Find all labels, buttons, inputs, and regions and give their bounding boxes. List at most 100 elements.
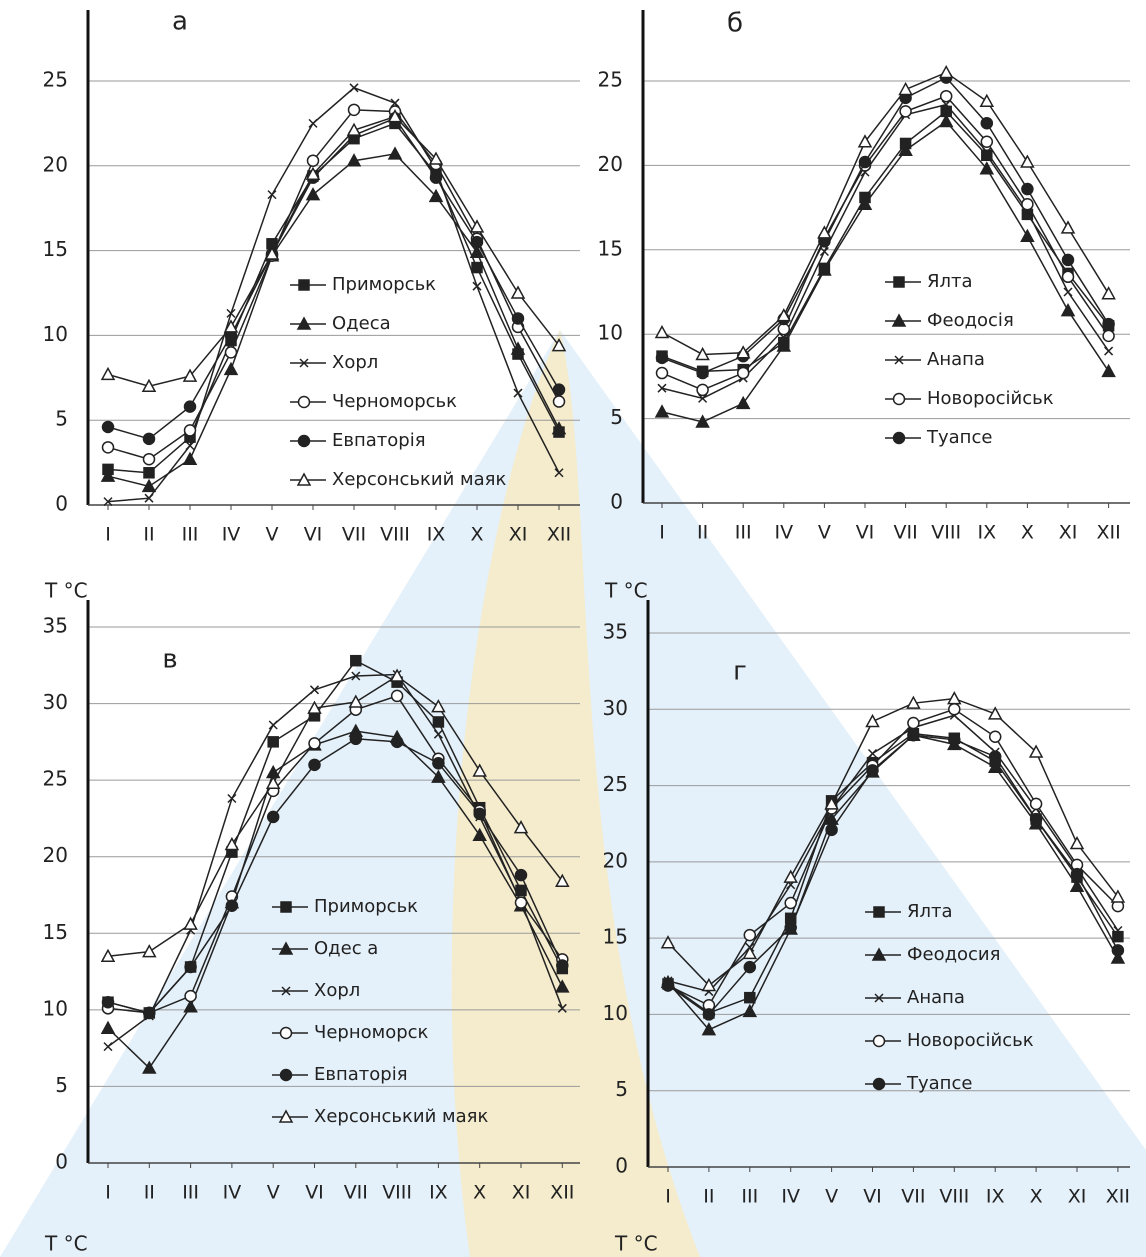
- x-tick-label: V: [267, 1182, 280, 1204]
- marker: [826, 824, 837, 835]
- x-tick-label: VI: [856, 522, 875, 544]
- legend-marker: [281, 1070, 292, 1081]
- marker: [472, 237, 483, 248]
- marker: [554, 384, 565, 395]
- marker: [311, 686, 319, 694]
- marker: [185, 425, 196, 436]
- marker: [392, 736, 403, 747]
- marker: [554, 396, 565, 407]
- marker: [309, 759, 320, 770]
- marker: [513, 313, 524, 324]
- series-line: [662, 96, 1109, 390]
- panel-title: а: [172, 7, 188, 37]
- marker: [1062, 305, 1074, 316]
- y-tick-label: 25: [603, 772, 628, 796]
- x-tick-label: VI: [305, 1182, 324, 1204]
- marker: [512, 287, 524, 298]
- marker: [744, 930, 755, 941]
- x-tick-label: XII: [1096, 522, 1120, 544]
- marker: [820, 247, 828, 255]
- marker: [516, 897, 527, 908]
- series-line: [662, 122, 1109, 422]
- marker: [1105, 347, 1113, 355]
- marker: [981, 136, 992, 147]
- x-tick-label: VIII: [380, 524, 410, 546]
- marker: [144, 433, 155, 444]
- marker: [1103, 330, 1114, 341]
- x-tick-label: XII: [1106, 1186, 1130, 1208]
- y-tick-label: 20: [43, 152, 68, 176]
- legend-label: Ялта: [907, 901, 953, 922]
- x-tick-label: IV: [774, 522, 793, 544]
- marker: [102, 368, 114, 379]
- marker: [697, 384, 708, 395]
- y-tick-label: 15: [598, 236, 623, 260]
- y-tick-label: 20: [43, 843, 68, 867]
- x-tick-label: VII: [901, 1186, 925, 1208]
- marker: [349, 104, 360, 115]
- marker: [941, 91, 952, 102]
- x-tick-label: III: [741, 1186, 758, 1208]
- panel-title: в: [162, 645, 177, 675]
- marker: [144, 1007, 155, 1018]
- marker: [1022, 184, 1033, 195]
- marker: [268, 191, 276, 199]
- x-tick-label: II: [697, 522, 708, 544]
- marker: [1103, 319, 1114, 330]
- marker: [472, 263, 482, 273]
- x-tick-label: XI: [512, 1182, 531, 1204]
- y-tick-label: 0: [55, 492, 68, 516]
- marker: [949, 704, 960, 715]
- marker: [1103, 365, 1115, 376]
- marker: [1062, 222, 1074, 233]
- y-tick-label: 5: [610, 405, 623, 429]
- legend-marker: [299, 397, 310, 408]
- legend-label: Туапсе: [906, 1073, 972, 1094]
- x-tick-label: X: [1021, 522, 1034, 544]
- legend-label: Ялта: [927, 271, 973, 292]
- legend-label: Одеса: [332, 313, 391, 334]
- marker: [1063, 254, 1074, 265]
- legend-marker: [894, 433, 905, 444]
- legend-label: Новоросійськ: [927, 388, 1054, 409]
- x-tick-label: VIII: [931, 522, 961, 544]
- marker: [778, 324, 789, 335]
- x-tick-label: VII: [342, 524, 366, 546]
- marker: [184, 453, 196, 464]
- y-tick-label: 35: [603, 620, 628, 644]
- marker: [908, 730, 919, 741]
- marker: [1071, 838, 1083, 849]
- y-tick-label: 10: [598, 321, 623, 345]
- legend-label: Туапсе: [926, 427, 992, 448]
- marker: [940, 67, 952, 78]
- y-tick-label: 30: [43, 690, 68, 714]
- marker: [908, 718, 919, 729]
- y-tick-label: 15: [603, 925, 628, 949]
- x-tick-label: IV: [781, 1186, 800, 1208]
- marker: [657, 352, 668, 363]
- x-tick-label: XII: [550, 1182, 574, 1204]
- marker: [350, 84, 358, 92]
- marker: [557, 960, 568, 971]
- marker: [949, 734, 960, 745]
- y-tick-label: 25: [43, 68, 68, 92]
- marker: [185, 991, 196, 1002]
- legend-marker: [281, 1028, 292, 1039]
- x-tick-label: II: [144, 1182, 155, 1204]
- marker: [940, 116, 952, 127]
- x-tick-label: VII: [344, 1182, 368, 1204]
- x-tick-label: XI: [1068, 1186, 1087, 1208]
- y-tick-label: 0: [615, 1154, 628, 1178]
- legend-label: Херсонський маяк: [332, 469, 506, 490]
- marker: [433, 758, 444, 769]
- x-tick-label: II: [703, 1186, 714, 1208]
- marker: [900, 83, 912, 94]
- y-axis-label: T °C: [44, 1232, 88, 1256]
- marker: [1031, 814, 1042, 825]
- y-tick-label: 10: [43, 996, 68, 1020]
- legend-label: Новоросійськ: [907, 1030, 1034, 1051]
- marker: [228, 795, 236, 803]
- marker: [1021, 156, 1033, 167]
- y-tick-label: 25: [43, 767, 68, 791]
- marker: [309, 119, 317, 127]
